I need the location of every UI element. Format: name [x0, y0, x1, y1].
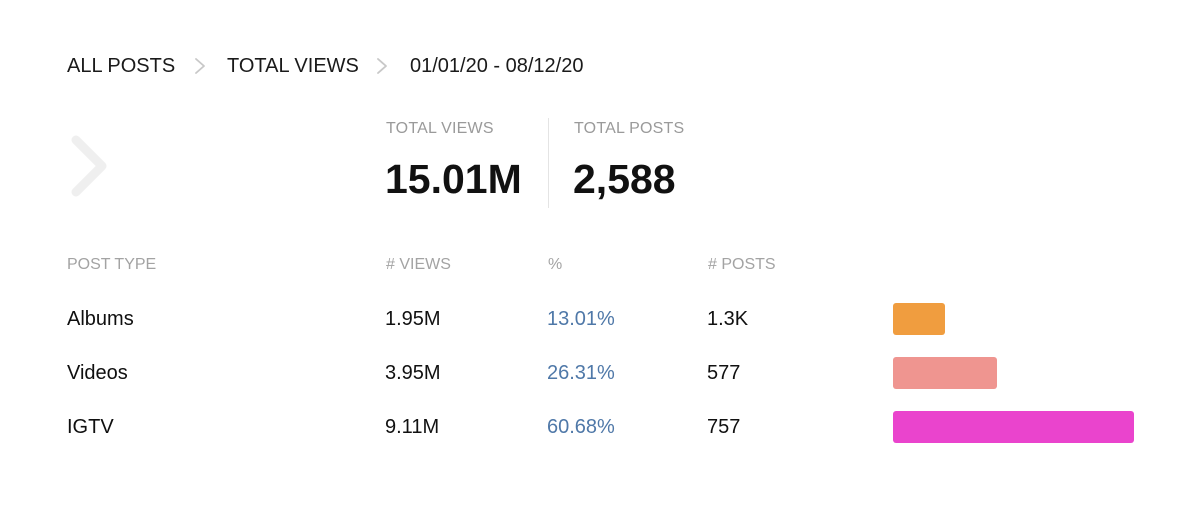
share-bar	[893, 411, 1134, 443]
chevron-right-icon	[195, 58, 205, 74]
percent-value: 26.31%	[547, 362, 615, 384]
posts-value: 577	[707, 362, 741, 384]
chevron-right-icon	[377, 58, 387, 74]
views-value: 1.95M	[385, 308, 441, 330]
table-row[interactable]: IGTV 9.11M 60.68% 757	[0, 411, 1200, 468]
breadcrumb-total-views[interactable]: TOTAL VIEWS	[227, 55, 359, 77]
percent-value: 13.01%	[547, 308, 615, 330]
share-bar	[893, 357, 997, 389]
total-posts-value: 2,588	[573, 156, 676, 202]
posts-value: 757	[707, 416, 741, 438]
header-post-type: POST TYPE	[67, 256, 157, 273]
table-row[interactable]: Albums 1.95M 13.01% 1.3K	[0, 303, 1200, 360]
stats-divider	[548, 118, 549, 208]
table-row[interactable]: Videos 3.95M 26.31% 577	[0, 357, 1200, 414]
breadcrumb-all-posts[interactable]: ALL POSTS	[67, 55, 176, 77]
header-percent: %	[548, 256, 563, 273]
views-value: 3.95M	[385, 362, 441, 384]
total-views-label: TOTAL VIEWS	[386, 120, 494, 137]
chevron-right-large-icon[interactable]	[60, 128, 120, 204]
share-bar	[893, 303, 945, 335]
views-value: 9.11M	[385, 416, 440, 438]
breadcrumb-date-range: 01/01/20 - 08/12/20	[410, 55, 584, 77]
post-type-name: IGTV	[67, 416, 114, 438]
post-type-name: Videos	[67, 362, 128, 384]
posts-value: 1.3K	[707, 308, 749, 330]
percent-value: 60.68%	[547, 416, 615, 438]
total-views-value: 15.01M	[385, 156, 522, 202]
header-posts: # POSTS	[708, 256, 776, 273]
total-posts-label: TOTAL POSTS	[574, 120, 685, 137]
header-views: # VIEWS	[386, 256, 451, 273]
post-type-name: Albums	[67, 308, 134, 330]
